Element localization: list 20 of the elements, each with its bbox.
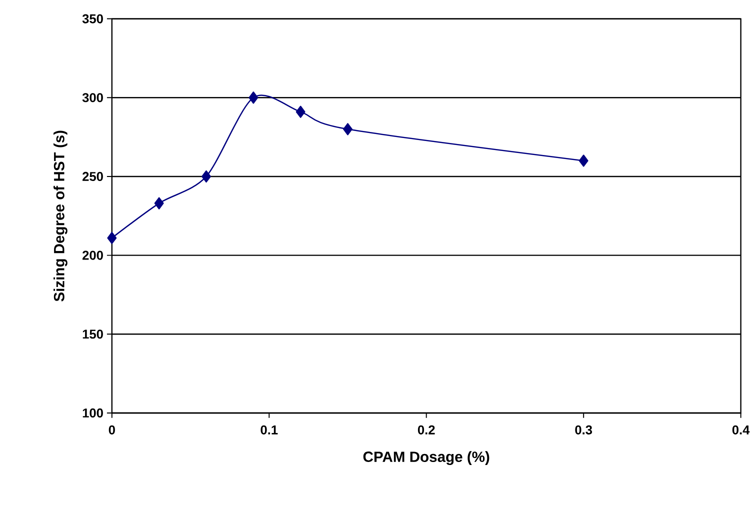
point (202, 170, 211, 183)
point (343, 123, 352, 136)
x-tick-label: 0 (108, 425, 115, 434)
y-tick-label: 350 (82, 14, 103, 24)
point (296, 106, 306, 118)
point (578, 154, 588, 167)
y-axis-title: Sizing Degree of HST (s) (54, 130, 68, 302)
x-tick-label: 0.3 (575, 425, 592, 434)
y-tick-label: 250 (82, 172, 103, 181)
point (154, 197, 164, 210)
y-tick-label: 150 (82, 330, 103, 339)
point (248, 92, 258, 104)
x-tick-label: 0.2 (418, 425, 435, 434)
y-tick-label: 100 (82, 408, 103, 418)
x-axis-title: CPAM Dosage (%) (363, 451, 490, 465)
y-tick-label: 300 (82, 93, 103, 102)
x-tick-label: 0.1 (260, 425, 278, 434)
point (107, 232, 117, 244)
x-tick-label: 0.4 (732, 425, 750, 434)
y-tick-label: 200 (82, 250, 103, 260)
